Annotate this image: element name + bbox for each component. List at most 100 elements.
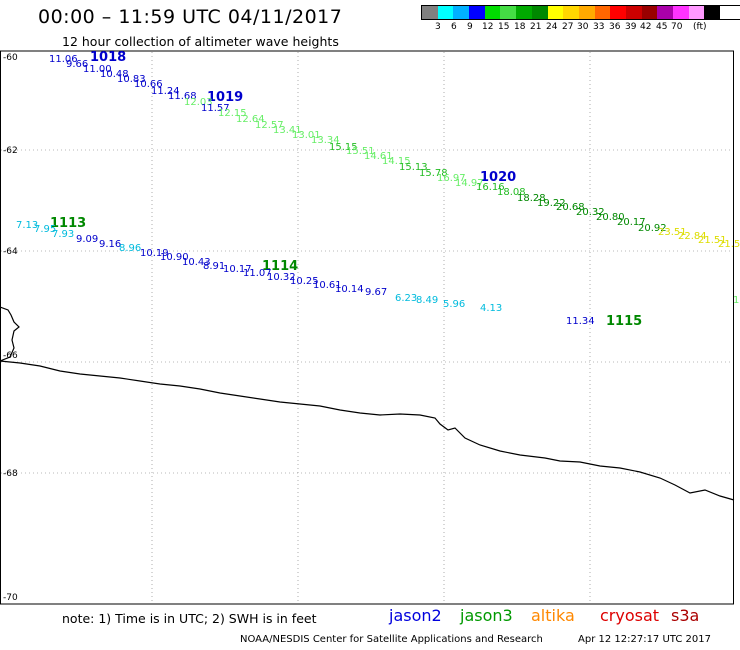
swh-value: 12.03	[184, 97, 213, 108]
swh-value: 10.25	[290, 276, 319, 287]
legend-label: 6	[451, 22, 457, 32]
track-id-label: 1019	[207, 90, 243, 105]
swh-value: 7.93	[52, 229, 74, 240]
legend-label: 45	[656, 22, 668, 32]
swh-value: 6.23	[395, 293, 417, 304]
swh-value: 10.90	[160, 252, 189, 263]
legend-swatch	[500, 6, 517, 19]
swh-value: 12.64	[236, 114, 265, 125]
page-title: 00:00 – 11:59 UTC 04/11/2017	[38, 6, 343, 28]
swh-value: 11.07	[243, 268, 272, 279]
swh-value: 21.51	[698, 235, 727, 246]
swh-value: 8.49	[416, 295, 438, 306]
legend-swatch	[484, 6, 501, 19]
legend-label: 30	[577, 22, 589, 32]
lat-label: -70	[3, 593, 18, 603]
legend-label: 9	[467, 22, 473, 32]
legend-swatch	[437, 6, 454, 19]
satellite-legend-item: cryosat	[600, 606, 660, 625]
swh-value: 10.19	[140, 248, 169, 259]
swh-value: 10.43	[182, 257, 211, 268]
credit-text: NOAA/NESDIS Center for Satellite Applica…	[240, 634, 543, 645]
swh-value: 18.28	[517, 193, 546, 204]
legend-label: 27	[562, 22, 574, 32]
swh-value: 9.16	[99, 239, 121, 250]
lat-label: -60	[3, 53, 18, 63]
swh-value: 14.61	[364, 151, 393, 162]
swh-value: 22.84	[678, 231, 707, 242]
legend-swatch	[578, 6, 595, 19]
satellite-legend-item: s3a	[671, 606, 700, 625]
swh-value: 9.67	[365, 287, 387, 298]
legend-swatch	[673, 6, 689, 19]
legend-swatch	[641, 6, 658, 19]
track-id-label: 1115	[606, 314, 642, 329]
legend-label: 33	[593, 22, 605, 32]
swh-value: 11.00	[83, 64, 112, 75]
swh-value: 10.32	[267, 272, 296, 283]
legend-swatch	[704, 6, 721, 19]
satellite-legend-item: jason2	[389, 606, 442, 625]
swh-value: 11.24	[151, 86, 180, 97]
swh-value: 21.5	[718, 239, 740, 250]
legend-swatch	[453, 6, 470, 19]
legend-label: 70	[671, 22, 683, 32]
swh-value: 12.15	[218, 108, 247, 119]
swh-value: 18.08	[497, 187, 526, 198]
legend-swatch	[516, 6, 532, 19]
legend-swatch	[469, 6, 485, 19]
legend-swatch	[625, 6, 642, 19]
swh-value: 5.96	[443, 299, 465, 310]
swh-value-layer: 11.069.6611.0010.4810.8310.6611.2411.681…	[16, 54, 740, 327]
lat-label: -62	[3, 146, 18, 156]
swh-value: 4.13	[480, 303, 502, 314]
satellite-legend-item: jason3	[460, 606, 513, 625]
legend-swatch	[547, 6, 564, 19]
latitude-labels: -60 -62 -64 -66 -68 -70	[3, 53, 18, 603]
swh-value: 20.68	[556, 202, 585, 213]
swh-value: 8.91	[203, 261, 225, 272]
swh-value: 12.57	[255, 120, 284, 131]
swh-value: 10.83	[117, 74, 146, 85]
swh-value: 9.09	[76, 234, 98, 245]
swh-value: 15.78	[419, 168, 448, 179]
swh-value: 16.16	[476, 182, 505, 193]
track-id-label: 1018	[90, 50, 126, 65]
swh-value: 15.51	[346, 146, 375, 157]
swh-value: 11.34	[566, 316, 595, 327]
legend-label: 36	[609, 22, 621, 32]
page-subtitle: 12 hour collection of altimeter wave hei…	[62, 34, 339, 49]
swh-value: 11.57	[201, 103, 230, 114]
coastline	[0, 306, 735, 501]
swh-value: 19.22	[537, 198, 566, 209]
legend-swatch	[563, 6, 579, 19]
legend-label: 21	[530, 22, 542, 32]
swh-value: 20.32	[576, 207, 605, 218]
legend-label: 24	[546, 22, 558, 32]
swh-value: 14.15	[382, 156, 411, 167]
legend-swatches	[421, 5, 740, 20]
swh-value: 9.66	[66, 59, 88, 70]
track-id-label: 1114	[262, 259, 298, 274]
lat-label: -66	[3, 351, 18, 361]
swh-value: 7.13	[16, 220, 38, 231]
swh-value: 20.17	[617, 217, 646, 228]
swh-value: 8.96	[119, 243, 141, 254]
footer-note: note: 1) Time is in UTC; 2) SWH is in fe…	[62, 611, 317, 626]
legend-swatch	[688, 6, 705, 19]
lat-label: -64	[3, 247, 18, 257]
swh-value: 14.97	[455, 178, 484, 189]
legend-label: 15	[498, 22, 510, 32]
swh-value: 10.14	[335, 284, 364, 295]
swh-value: 10.66	[134, 79, 163, 90]
legend-label: 12	[482, 22, 494, 32]
legend-swatch	[594, 6, 611, 19]
color-legend: 3 6 9 12 15 18 21 24 27 30 33 36 39 42 45 70 (ft)	[421, 5, 740, 34]
swh-value: 13.41	[273, 125, 302, 136]
swh-value: 10.61	[313, 280, 342, 291]
legend-swatch	[610, 6, 626, 19]
legend-label: (ft)	[693, 22, 707, 32]
legend-swatch	[657, 6, 673, 19]
swh-value: 20.92	[638, 223, 667, 234]
